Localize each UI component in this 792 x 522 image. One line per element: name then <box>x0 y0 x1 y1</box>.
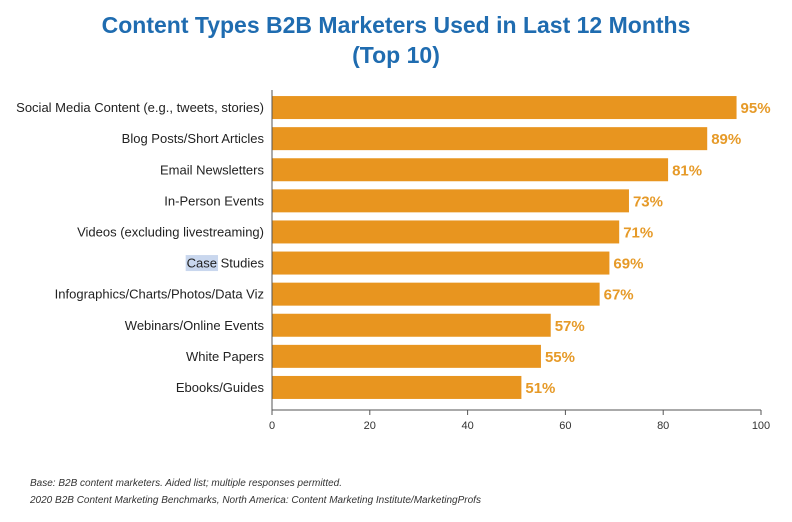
value-label: 57% <box>555 318 585 335</box>
x-tick-label: 100 <box>752 420 770 432</box>
bar <box>272 375 522 399</box>
value-label: 51% <box>525 380 555 397</box>
category-label: Social Media Content (e.g., tweets, stor… <box>16 100 264 115</box>
category-label: In-Person Events <box>164 193 264 208</box>
bar <box>272 282 600 306</box>
value-label: 73% <box>633 193 663 210</box>
category-label: Blog Posts/Short Articles <box>122 131 265 146</box>
bar <box>272 251 610 275</box>
value-label: 69% <box>613 256 643 273</box>
category-label: Videos (excluding livestreaming) <box>77 224 264 239</box>
value-label: 55% <box>545 349 575 366</box>
chart-title: Content Types B2B Marketers Used in Last… <box>0 10 792 70</box>
bar <box>272 127 708 151</box>
category-label: Ebooks/Guides <box>176 380 265 395</box>
bar <box>272 158 669 182</box>
value-label: 81% <box>672 162 702 179</box>
x-tick-label: 0 <box>269 420 275 432</box>
bar <box>272 344 541 368</box>
category-label: Webinars/Online Events <box>125 318 265 333</box>
category-label: Infographics/Charts/Photos/Data Viz <box>55 287 264 302</box>
value-label: 89% <box>711 131 741 148</box>
chart-title-line-1: Content Types B2B Marketers Used in Last… <box>101 12 691 38</box>
bar <box>272 96 737 120</box>
x-tick-label: 40 <box>461 420 473 432</box>
bar <box>272 220 620 244</box>
category-label: Email Newsletters <box>160 162 265 177</box>
footnote-source: 2020 B2B Content Marketing Benchmarks, N… <box>30 495 481 506</box>
bar <box>272 313 551 337</box>
value-label: 67% <box>604 287 634 304</box>
value-label: 71% <box>623 224 653 241</box>
value-label: 95% <box>741 100 771 117</box>
category-label: Case Studies <box>187 256 265 271</box>
x-tick-label: 20 <box>364 420 376 432</box>
footnote-base: Base: B2B content marketers. Aided list;… <box>30 478 342 489</box>
x-tick-label: 80 <box>657 420 669 432</box>
text-selection-highlight <box>185 255 219 272</box>
category-label: White Papers <box>186 349 265 364</box>
x-tick-label: 60 <box>559 420 571 432</box>
bar <box>272 189 629 213</box>
chart-title-line-2: (Top 10) <box>352 42 440 68</box>
